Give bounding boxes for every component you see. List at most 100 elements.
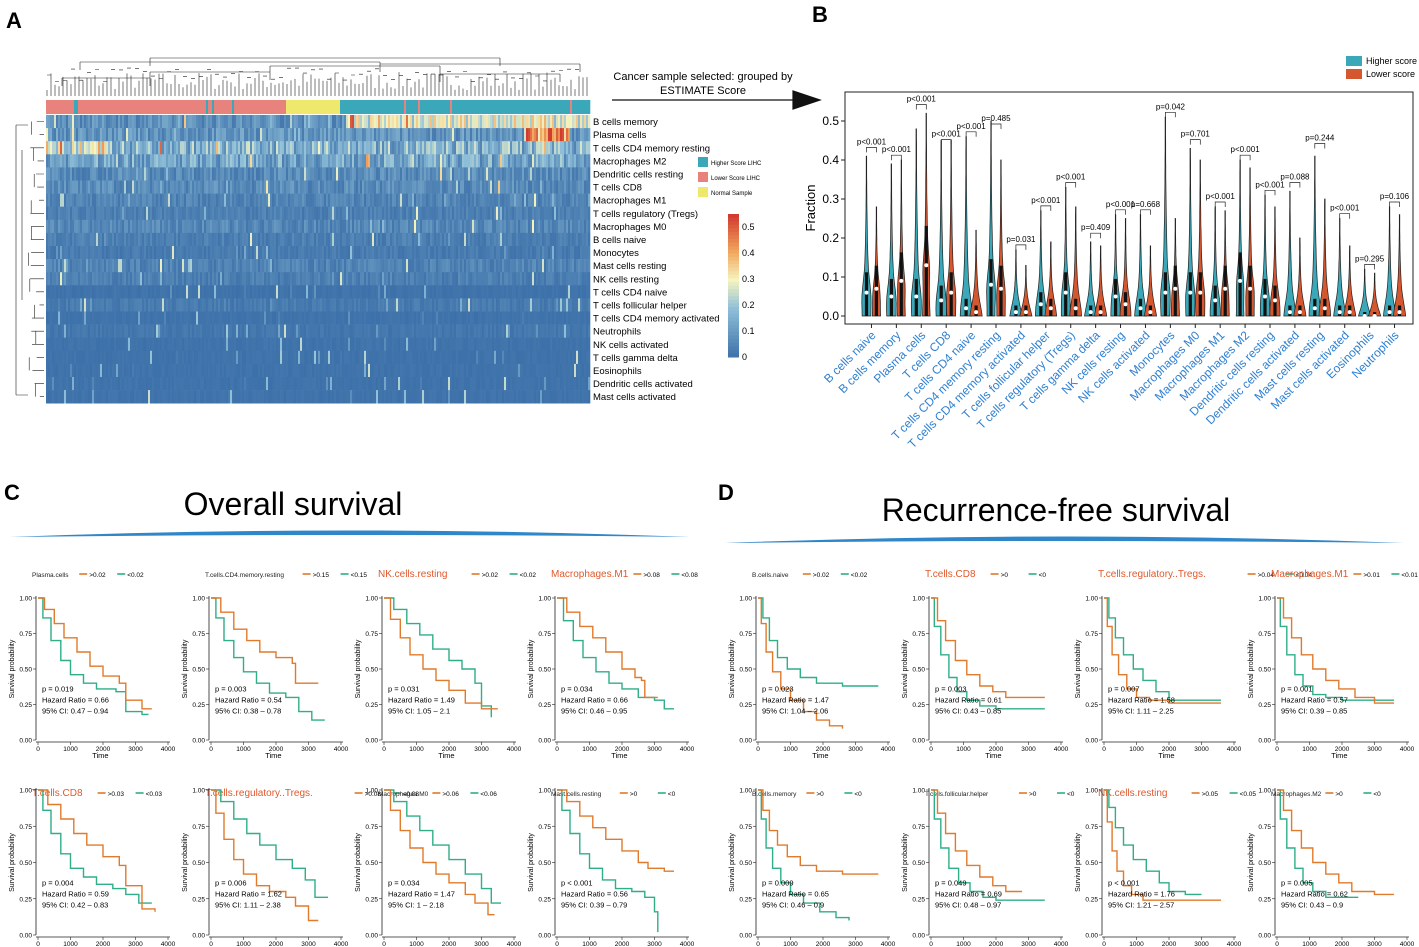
heatmap-cell xyxy=(48,128,51,142)
heatmap-cell xyxy=(312,180,315,194)
heatmap-cell xyxy=(92,259,95,273)
heatmap-cell xyxy=(326,167,329,181)
heatmap-cell xyxy=(446,246,449,260)
heatmap-cell xyxy=(56,128,59,142)
heatmap-cell xyxy=(504,311,507,325)
heatmap-cell xyxy=(144,232,147,247)
heatmap-cell xyxy=(54,285,57,299)
heatmap-cell xyxy=(196,337,199,352)
annotation-cell xyxy=(530,100,533,114)
heatmap-cell xyxy=(536,232,539,247)
heatmap-cell xyxy=(362,246,365,260)
heatmap-cell xyxy=(316,232,319,247)
heatmap-cell xyxy=(414,272,417,286)
heatmap-cell xyxy=(418,193,421,207)
heatmap-cell xyxy=(446,259,449,273)
heatmap-cell xyxy=(316,167,319,181)
heatmap-cell xyxy=(108,298,111,312)
heatmap-cell xyxy=(282,206,285,221)
heatmap-cell xyxy=(518,246,521,260)
heatmap-cell xyxy=(64,232,67,247)
heatmap-cell xyxy=(112,298,115,312)
heatmap-cell xyxy=(502,193,505,207)
heatmap-cell xyxy=(284,193,287,207)
heatmap-cell xyxy=(552,285,555,299)
heatmap-cell xyxy=(380,193,383,207)
heatmap-cell xyxy=(340,298,343,312)
heatmap-cell xyxy=(514,141,517,155)
heatmap-cell xyxy=(234,259,237,273)
heatmap-cell xyxy=(424,128,427,142)
heatmap-cell xyxy=(130,298,133,312)
heatmap-cell xyxy=(414,193,417,207)
heatmap-cell xyxy=(212,232,215,247)
heatmap-cell xyxy=(262,180,265,194)
heatmap-cell xyxy=(376,298,379,312)
heatmap-cell xyxy=(116,115,119,129)
heatmap-cell xyxy=(242,206,245,221)
heatmap-cell xyxy=(412,246,415,260)
heatmap-cell xyxy=(374,285,377,299)
heatmap-cell xyxy=(228,206,231,221)
heatmap-cell xyxy=(542,311,545,325)
heatmap-cell xyxy=(532,180,535,194)
heatmap-cell xyxy=(472,259,475,273)
heatmap-cell xyxy=(230,167,233,181)
heatmap-cell xyxy=(388,259,391,273)
heatmap-cell xyxy=(280,298,283,312)
heatmap-cell xyxy=(558,285,561,299)
heatmap-cell xyxy=(424,285,427,299)
heatmap-cell xyxy=(132,180,135,194)
heatmap-cell xyxy=(182,298,185,312)
heatmap-cell xyxy=(210,324,213,338)
heatmap-cell xyxy=(208,180,211,194)
annotation-cell xyxy=(378,100,381,114)
annotation-cell xyxy=(446,100,449,114)
heatmap-cell xyxy=(228,311,231,325)
heatmap-cell xyxy=(160,154,163,168)
annotation-cell xyxy=(358,100,361,114)
heatmap-cell xyxy=(556,128,559,142)
annotation-cell xyxy=(574,100,577,114)
heatmap-cell xyxy=(380,154,383,168)
heatmap-cell xyxy=(488,154,491,168)
heatmap-cell xyxy=(220,259,223,273)
heatmap-cell xyxy=(536,219,539,234)
heatmap-cell xyxy=(342,311,345,325)
heatmap-cell xyxy=(484,285,487,299)
heatmap-cell xyxy=(146,167,149,181)
heatmap-cell xyxy=(248,128,251,142)
heatmap-cell xyxy=(244,246,247,260)
heatmap-cell xyxy=(300,324,303,338)
heatmap-cell xyxy=(282,193,285,207)
heatmap-cell xyxy=(222,115,225,129)
heatmap-cell xyxy=(448,193,451,207)
heatmap-cell xyxy=(198,285,201,299)
heatmap-cell xyxy=(430,193,433,207)
heatmap-cell xyxy=(312,154,315,168)
heatmap-cell xyxy=(202,298,205,312)
heatmap-cell xyxy=(386,298,389,312)
heatmap-cell xyxy=(200,193,203,207)
heatmap-cell xyxy=(128,180,131,194)
heatmap-cell xyxy=(522,219,525,234)
heatmap-cell xyxy=(494,128,497,142)
heatmap-cell xyxy=(212,298,215,312)
heatmap-cell xyxy=(212,193,215,207)
heatmap-cell xyxy=(258,285,261,299)
heatmap-cell xyxy=(348,193,351,207)
heatmap-cell xyxy=(140,259,143,273)
heatmap-cell xyxy=(372,128,375,142)
heatmap-cell xyxy=(78,311,81,325)
heatmap-cell xyxy=(60,219,63,234)
heatmap-cell xyxy=(542,219,545,234)
heatmap-cell xyxy=(146,128,149,142)
heatmap-cell xyxy=(392,285,395,299)
heatmap-cell xyxy=(182,141,185,155)
heatmap-cell xyxy=(76,193,79,207)
heatmap-cell xyxy=(82,232,85,247)
heatmap-cell xyxy=(234,167,237,181)
heatmap-cell xyxy=(74,219,77,234)
heatmap-cell xyxy=(292,115,295,129)
heatmap-cell xyxy=(406,232,409,247)
